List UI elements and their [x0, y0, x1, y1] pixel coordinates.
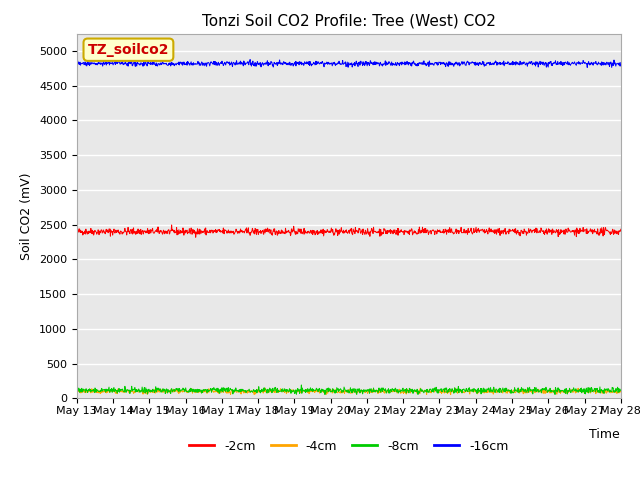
-16cm — [371, 61, 378, 67]
-2cm — [310, 230, 317, 236]
-2cm — [257, 230, 265, 236]
-4cm — [359, 388, 367, 394]
-2cm — [145, 228, 153, 233]
-2cm — [168, 222, 175, 228]
-2cm — [73, 228, 81, 234]
-2cm — [360, 229, 367, 235]
-4cm — [164, 387, 172, 393]
-2cm — [617, 227, 625, 232]
-16cm — [73, 61, 81, 67]
-16cm — [125, 57, 133, 62]
-8cm — [164, 388, 172, 394]
-2cm — [371, 229, 379, 235]
-4cm — [145, 388, 153, 394]
-4cm — [309, 389, 317, 395]
-4cm — [73, 388, 81, 394]
-4cm — [371, 387, 378, 393]
X-axis label: Time: Time — [589, 428, 620, 441]
-4cm — [617, 388, 625, 394]
Y-axis label: Soil CO2 (mV): Soil CO2 (mV) — [20, 172, 33, 260]
Title: Tonzi Soil CO2 Profile: Tree (West) CO2: Tonzi Soil CO2 Profile: Tree (West) CO2 — [202, 13, 496, 28]
Line: -16cm: -16cm — [77, 60, 621, 68]
-16cm — [608, 65, 616, 71]
-8cm — [617, 388, 625, 394]
-8cm — [321, 392, 329, 397]
-16cm — [145, 60, 153, 66]
-16cm — [309, 61, 317, 67]
-4cm — [256, 389, 264, 395]
-8cm — [371, 387, 379, 393]
-8cm — [256, 388, 264, 394]
-8cm — [73, 388, 81, 394]
-2cm — [164, 227, 172, 233]
-16cm — [359, 59, 367, 65]
Line: -8cm: -8cm — [77, 385, 621, 395]
-16cm — [165, 60, 173, 66]
Legend: -2cm, -4cm, -8cm, -16cm: -2cm, -4cm, -8cm, -16cm — [184, 435, 513, 458]
-8cm — [298, 382, 305, 388]
-4cm — [447, 392, 454, 397]
-8cm — [145, 386, 153, 392]
-8cm — [309, 386, 317, 392]
Text: TZ_soilco2: TZ_soilco2 — [88, 43, 169, 57]
-16cm — [257, 60, 264, 66]
-4cm — [261, 385, 269, 391]
Line: -2cm: -2cm — [77, 225, 621, 237]
-8cm — [360, 387, 367, 393]
-16cm — [617, 60, 625, 65]
Line: -4cm: -4cm — [77, 388, 621, 395]
-2cm — [192, 234, 200, 240]
